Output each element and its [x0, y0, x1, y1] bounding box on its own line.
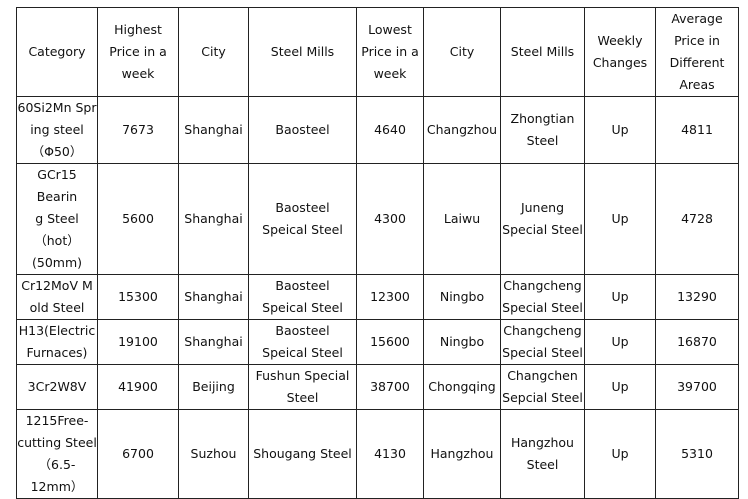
table-cell: 5310	[655, 409, 739, 499]
table-cell: Shanghai	[178, 274, 249, 320]
table-cell: 6700	[97, 409, 179, 499]
table-cell: Shanghai	[178, 96, 249, 164]
header-cell: Steel Mills	[500, 7, 585, 97]
table-cell: Zhongtian Steel	[500, 96, 585, 164]
header-cell: Category	[16, 7, 98, 97]
table-cell: Cr12MoV M old Steel	[16, 274, 98, 320]
table-cell: Laiwu	[423, 163, 501, 275]
table-cell: Baosteel Speical Steel	[248, 319, 357, 365]
table-cell: Baosteel Speical Steel	[248, 274, 357, 320]
table-cell: 19100	[97, 319, 179, 365]
table-cell: Juneng Special Steel	[500, 163, 585, 275]
table-cell: Changcheng Special Steel	[500, 274, 585, 320]
table-cell: Up	[584, 163, 656, 275]
table-cell: Changchen Sepcial Steel	[500, 364, 585, 410]
header-cell: City	[423, 7, 501, 97]
table-cell: Changcheng Special Steel	[500, 319, 585, 365]
table-cell: Fushun Special Steel	[248, 364, 357, 410]
table-cell: 39700	[655, 364, 739, 410]
table-cell: Up	[584, 319, 656, 365]
header-row: Category Highest Price in a week City Steel…	[16, 7, 739, 97]
table-cell: 15300	[97, 274, 179, 320]
table-cell: H13(Electric Furnaces)	[16, 319, 98, 365]
table-cell: 41900	[97, 364, 179, 410]
table-cell: 4130	[356, 409, 424, 499]
header-cell: Lowest Price in a week	[356, 7, 424, 97]
table-cell: Chongqing	[423, 364, 501, 410]
table-cell: 12300	[356, 274, 424, 320]
table-cell: 7673	[97, 96, 179, 164]
table-cell: Up	[584, 409, 656, 499]
page: {"table": { "header": ["Category", "High…	[16, 7, 739, 499]
data-row: 60Si2Mn Spr ing steel （Φ50） 7673 Shanghai B…	[16, 96, 739, 164]
table-cell: 15600	[356, 319, 424, 365]
data-row: 3Cr2W8V 41900 Beijing Fushun Special Steel 3…	[16, 364, 739, 410]
header-cell: Weekly Changes	[584, 7, 656, 97]
table-container: Category Highest Price in a week City Steel…	[16, 7, 739, 499]
table-cell: 38700	[356, 364, 424, 410]
table-cell: Up	[584, 96, 656, 164]
table-cell: Shanghai	[178, 163, 249, 275]
table-cell: Suzhou	[178, 409, 249, 499]
table-cell: 16870	[655, 319, 739, 365]
table-cell: 5600	[97, 163, 179, 275]
data-row: 1215Free- cutting Steel （6.5- 12mm） 6700 S…	[16, 409, 739, 499]
header-cell: City	[178, 7, 249, 97]
table-cell: Baosteel	[248, 96, 357, 164]
table-cell: 3Cr2W8V	[16, 364, 98, 410]
table-cell: 1215Free- cutting Steel （6.5- 12mm）	[16, 409, 98, 499]
table-cell: 4728	[655, 163, 739, 275]
table-cell: Up	[584, 274, 656, 320]
table-cell: Shanghai	[178, 319, 249, 365]
table-cell: Shougang Steel	[248, 409, 357, 499]
table-cell: Up	[584, 364, 656, 410]
header-cell: Average Price in Different Areas	[655, 7, 739, 97]
table-cell: 60Si2Mn Spr ing steel （Φ50）	[16, 96, 98, 164]
table-cell: Ningbo	[423, 274, 501, 320]
header-cell: Highest Price in a week	[97, 7, 179, 97]
data-row: GCr15 Bearin g Steel （hot） (50mm) 5600 Sha…	[16, 163, 739, 275]
header-cell: Steel Mills	[248, 7, 357, 97]
table-cell: Changzhou	[423, 96, 501, 164]
table-cell: 4640	[356, 96, 424, 164]
table-cell: Hangzhou	[423, 409, 501, 499]
table-cell: 13290	[655, 274, 739, 320]
table-cell: Hangzhou Steel	[500, 409, 585, 499]
data-row: H13(Electric Furnaces) 19100 Shanghai Baost…	[16, 319, 739, 365]
table-cell: Baosteel Speical Steel	[248, 163, 357, 275]
table-cell: 4811	[655, 96, 739, 164]
price-table: Category Highest Price in a week City Steel…	[16, 7, 739, 499]
data-row: Cr12MoV M old Steel 15300 Shanghai Baosteel…	[16, 274, 739, 320]
table-cell: Beijing	[178, 364, 249, 410]
table-cell: GCr15 Bearin g Steel （hot） (50mm)	[16, 163, 98, 275]
table-cell: 4300	[356, 163, 424, 275]
table-cell: Ningbo	[423, 319, 501, 365]
